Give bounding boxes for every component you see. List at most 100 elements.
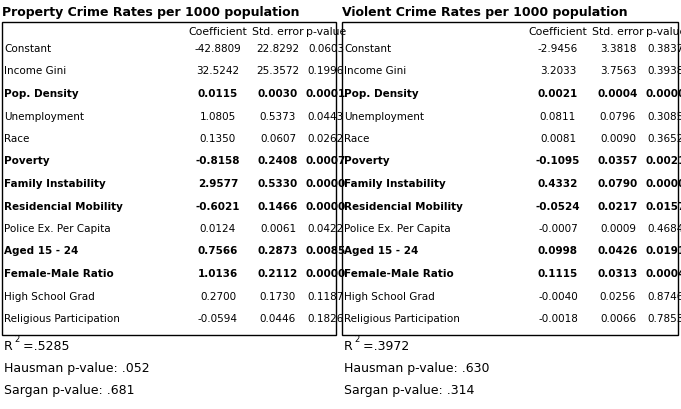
- Text: 0.1466: 0.1466: [258, 202, 298, 211]
- Text: Poverty: Poverty: [4, 157, 50, 166]
- Text: Sargan p-value: .681: Sargan p-value: .681: [4, 384, 135, 397]
- Text: 1.0136: 1.0136: [198, 269, 238, 279]
- Text: -2.9456: -2.9456: [538, 44, 578, 54]
- Text: Pop. Density: Pop. Density: [4, 89, 78, 99]
- Text: Police Ex. Per Capita: Police Ex. Per Capita: [344, 224, 451, 234]
- Text: 0.0001: 0.0001: [306, 89, 346, 99]
- Text: Female-Male Ratio: Female-Male Ratio: [344, 269, 454, 279]
- Text: Residencial Mobility: Residencial Mobility: [344, 202, 463, 211]
- Text: 2: 2: [14, 335, 19, 344]
- Text: 0.0446: 0.0446: [260, 314, 296, 324]
- Text: Family Instability: Family Instability: [4, 179, 106, 189]
- Text: Unemployment: Unemployment: [344, 112, 424, 121]
- Text: Religious Participation: Religious Participation: [344, 314, 460, 324]
- Text: 25.3572: 25.3572: [257, 67, 300, 76]
- Text: Race: Race: [344, 134, 369, 144]
- Text: 0.0009: 0.0009: [600, 224, 636, 234]
- Text: 0.0443: 0.0443: [308, 112, 344, 121]
- Text: Hausman p-value: .630: Hausman p-value: .630: [344, 362, 490, 375]
- Text: 0.1826: 0.1826: [308, 314, 344, 324]
- Text: Family Instability: Family Instability: [344, 179, 446, 189]
- Text: Residencial Mobility: Residencial Mobility: [4, 202, 123, 211]
- Text: -0.8158: -0.8158: [195, 157, 240, 166]
- Text: Property Crime Rates per 1000 population: Property Crime Rates per 1000 population: [2, 6, 300, 19]
- Text: Std. error: Std. error: [252, 27, 304, 37]
- Text: 0.2873: 0.2873: [258, 247, 298, 256]
- Text: -0.0524: -0.0524: [536, 202, 580, 211]
- Text: 0.0000: 0.0000: [306, 269, 346, 279]
- Text: 0.0157: 0.0157: [646, 202, 681, 211]
- Text: 0.0256: 0.0256: [600, 292, 636, 301]
- Text: 0.0000: 0.0000: [306, 179, 346, 189]
- Text: 0.0085: 0.0085: [306, 247, 346, 256]
- Text: 0.0191: 0.0191: [646, 247, 681, 256]
- Text: 0.3652: 0.3652: [648, 134, 681, 144]
- Text: 0.0021: 0.0021: [646, 157, 681, 166]
- Text: Religious Participation: Religious Participation: [4, 314, 120, 324]
- Text: 0.7566: 0.7566: [197, 247, 238, 256]
- Text: 0.0422: 0.0422: [308, 224, 344, 234]
- Text: p-value: p-value: [646, 27, 681, 37]
- Text: R: R: [344, 340, 353, 353]
- Text: 0.0090: 0.0090: [600, 134, 636, 144]
- Text: 0.0262: 0.0262: [308, 134, 344, 144]
- Text: Std. error: Std. error: [592, 27, 644, 37]
- Text: R: R: [4, 340, 13, 353]
- Text: 0.0790: 0.0790: [598, 179, 638, 189]
- Text: -0.1095: -0.1095: [536, 157, 580, 166]
- Text: -0.6021: -0.6021: [195, 202, 240, 211]
- Text: =.5285: =.5285: [19, 340, 69, 353]
- Text: 0.0007: 0.0007: [306, 157, 346, 166]
- Text: 0.0124: 0.0124: [200, 224, 236, 234]
- Text: 0.3938: 0.3938: [648, 67, 681, 76]
- Text: Constant: Constant: [4, 44, 51, 54]
- Text: Violent Crime Rates per 1000 population: Violent Crime Rates per 1000 population: [342, 6, 628, 19]
- Text: 32.5242: 32.5242: [196, 67, 240, 76]
- Text: 0.5330: 0.5330: [258, 179, 298, 189]
- Text: 0.0030: 0.0030: [258, 89, 298, 99]
- Text: Poverty: Poverty: [344, 157, 390, 166]
- Text: 0.0998: 0.0998: [538, 247, 578, 256]
- Text: 0.8746: 0.8746: [648, 292, 681, 301]
- Text: =.3972: =.3972: [359, 340, 409, 353]
- Text: 0.4684: 0.4684: [648, 224, 681, 234]
- Text: Unemployment: Unemployment: [4, 112, 84, 121]
- Text: 0.0000: 0.0000: [646, 89, 681, 99]
- Text: -0.0018: -0.0018: [538, 314, 578, 324]
- Text: 0.0357: 0.0357: [598, 157, 638, 166]
- Text: p-value: p-value: [306, 27, 346, 37]
- Text: 0.0217: 0.0217: [598, 202, 638, 211]
- Text: 0.0061: 0.0061: [260, 224, 296, 234]
- Text: Pop. Density: Pop. Density: [344, 89, 419, 99]
- Text: 0.5373: 0.5373: [260, 112, 296, 121]
- Text: Female-Male Ratio: Female-Male Ratio: [4, 269, 114, 279]
- Text: 0.4332: 0.4332: [538, 179, 578, 189]
- Text: 0.0607: 0.0607: [260, 134, 296, 144]
- Text: 0.0004: 0.0004: [646, 269, 681, 279]
- Text: 0.1115: 0.1115: [538, 269, 578, 279]
- Text: High School Grad: High School Grad: [344, 292, 434, 301]
- Text: 0.1350: 0.1350: [200, 134, 236, 144]
- Text: 0.0021: 0.0021: [538, 89, 578, 99]
- Bar: [342, 22, 678, 335]
- Text: Sargan p-value: .314: Sargan p-value: .314: [344, 384, 475, 397]
- Text: 0.2112: 0.2112: [258, 269, 298, 279]
- Text: Police Ex. Per Capita: Police Ex. Per Capita: [4, 224, 110, 234]
- Text: 0.3837: 0.3837: [648, 44, 681, 54]
- Text: 0.1187: 0.1187: [308, 292, 344, 301]
- Text: 0.0811: 0.0811: [540, 112, 576, 121]
- Text: 0.3085: 0.3085: [648, 112, 681, 121]
- Text: 2: 2: [354, 335, 360, 344]
- Text: 0.2408: 0.2408: [258, 157, 298, 166]
- Text: 0.7853: 0.7853: [648, 314, 681, 324]
- Text: 0.0000: 0.0000: [646, 179, 681, 189]
- Text: 0.0004: 0.0004: [598, 89, 638, 99]
- Text: 0.0115: 0.0115: [198, 89, 238, 99]
- Text: 1.0805: 1.0805: [200, 112, 236, 121]
- Text: 0.0603: 0.0603: [308, 44, 344, 54]
- Text: -0.0007: -0.0007: [538, 224, 578, 234]
- Text: Coefficient: Coefficient: [189, 27, 247, 37]
- Text: Coefficient: Coefficient: [528, 27, 588, 37]
- Text: 0.0066: 0.0066: [600, 314, 636, 324]
- Text: 2.9577: 2.9577: [197, 179, 238, 189]
